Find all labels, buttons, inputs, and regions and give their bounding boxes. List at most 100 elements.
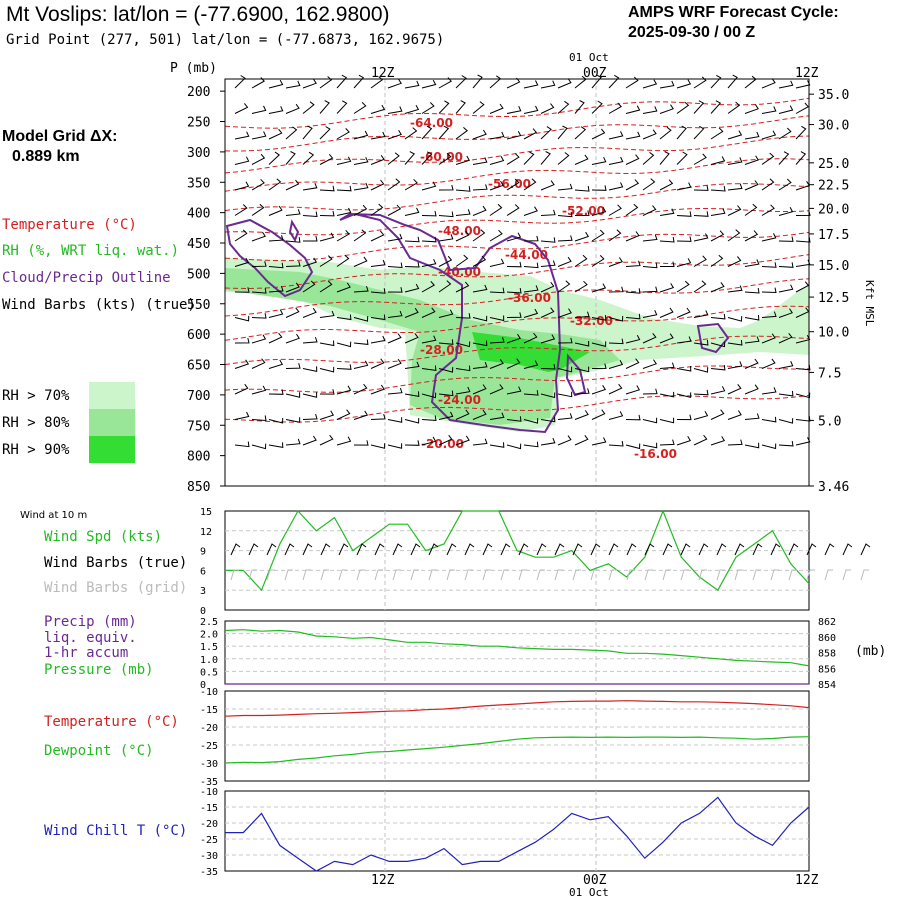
wind-barb <box>642 417 658 424</box>
wind-barb <box>761 152 775 165</box>
wind-barb <box>693 233 709 242</box>
wind-barb-grid <box>248 569 257 581</box>
wind-barb <box>472 340 488 347</box>
wind-barb <box>557 100 570 114</box>
wind-barb <box>285 260 301 267</box>
wind-barb <box>523 441 539 448</box>
wind-barb <box>370 155 385 165</box>
isotherm-label: -32.00 <box>570 314 613 328</box>
wind-barb <box>370 443 386 449</box>
wind-barb <box>642 262 658 269</box>
wind-ytick-label: 12 <box>200 527 212 538</box>
wind-barb-true <box>518 543 529 556</box>
wind-barb <box>455 313 471 319</box>
wind-barb-true <box>320 543 331 556</box>
wind-barb <box>523 390 539 396</box>
wind-barb-true <box>572 543 583 556</box>
wind-barb <box>676 182 692 191</box>
wind-barb <box>523 105 539 114</box>
wind-barb <box>404 440 420 446</box>
wind-barb <box>455 155 471 165</box>
wind-barb <box>455 127 468 140</box>
wind-barb <box>285 417 301 423</box>
wind-barb <box>506 416 522 422</box>
pressure-tick-label: 600 <box>187 328 210 343</box>
wind-barb <box>353 339 369 345</box>
pressure-tick-label: 850 <box>187 480 210 495</box>
top-tick-12z-b: 12Z <box>795 66 819 81</box>
pressure-tick-label: 800 <box>187 450 210 465</box>
wind-barb <box>795 437 811 446</box>
wind-barb <box>336 385 352 395</box>
wind-barb <box>659 391 675 398</box>
wind-barb <box>302 280 316 293</box>
wind-barb <box>676 236 692 242</box>
wind-barb <box>387 358 402 369</box>
wind-barb <box>540 307 555 318</box>
wind-barb <box>421 210 437 217</box>
wind-barb <box>319 210 335 217</box>
legend-rh: RH (%, WRT liq. wat.) <box>2 243 180 259</box>
wind-barb <box>285 333 300 344</box>
wind-barb <box>778 418 794 424</box>
wind-barb <box>251 443 267 450</box>
wind-barb-grid <box>518 569 527 581</box>
wind-barb <box>319 126 331 140</box>
wind-barb <box>761 416 777 423</box>
wind-barb <box>251 313 267 319</box>
wind-barb <box>353 74 365 89</box>
wind-barb <box>455 365 471 372</box>
isotherm-line <box>224 278 810 317</box>
legend-precip: Precip (mm) <box>44 614 137 630</box>
wind-barb <box>642 129 657 140</box>
pressure-ytick-label: 862 <box>818 617 836 628</box>
wind-barb <box>438 234 454 242</box>
wind-barb <box>608 440 624 447</box>
wind-barb <box>761 78 776 89</box>
wind-barb <box>557 391 573 398</box>
wind-barb <box>353 229 367 242</box>
isotherm-label: -60.00 <box>420 150 463 164</box>
wind-barb-true <box>374 543 385 556</box>
wind-barb <box>472 74 483 89</box>
temp-ytick-label: -20 <box>200 723 218 734</box>
wind-barb <box>642 106 658 114</box>
bottom-tick-12z-a: 12Z <box>371 873 395 888</box>
wind-barb <box>727 101 741 114</box>
wind-barb <box>303 235 318 242</box>
isotherm-label: -16.00 <box>634 447 677 461</box>
wind-barb <box>557 435 572 446</box>
wind-barb <box>557 211 573 218</box>
wind-barb <box>421 335 437 344</box>
wind-barb <box>608 131 624 140</box>
wind-barb-grid <box>662 569 671 581</box>
wind-barb-true <box>338 543 349 556</box>
precip-ytick-label: 0.5 <box>200 667 218 678</box>
wind-barb <box>574 100 585 114</box>
wind-barb-grid <box>716 569 725 581</box>
wind-barb <box>574 311 590 318</box>
wind-barb <box>608 229 622 242</box>
wind-barb <box>319 434 334 446</box>
wind-barb <box>557 183 573 191</box>
height-tick-label: 5.0 <box>818 414 841 429</box>
wind-barb <box>693 211 709 217</box>
wind-barb <box>625 334 641 344</box>
wind-barb <box>693 125 705 140</box>
wind-barb <box>387 129 402 140</box>
wind-barb <box>540 334 556 344</box>
wind-barb <box>676 414 692 421</box>
wind-barb <box>489 131 505 140</box>
wind-barb <box>506 204 520 216</box>
wind-barb <box>625 203 639 216</box>
wind-barb <box>353 130 369 140</box>
wind-barb <box>778 151 790 165</box>
wind-barb <box>251 415 267 422</box>
wind-barb <box>472 129 487 140</box>
wind-barb <box>387 417 403 423</box>
wind-barb <box>744 230 759 242</box>
rh-80-swatch <box>89 409 135 436</box>
wind-barb <box>574 340 590 347</box>
legend-panel-temperature: Temperature (°C) <box>44 714 179 730</box>
wind-barb <box>642 332 657 344</box>
